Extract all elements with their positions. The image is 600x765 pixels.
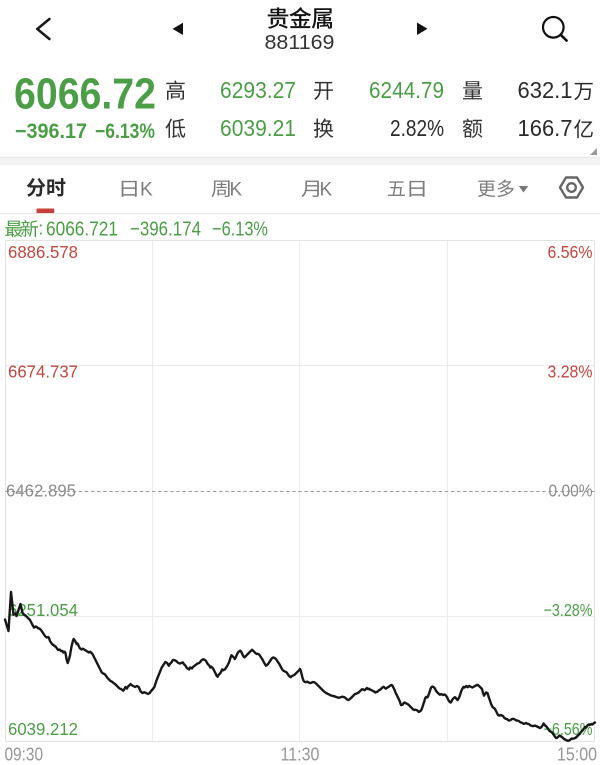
svg-text:K: K xyxy=(140,179,153,200)
svg-text:6039.21: 6039.21 xyxy=(220,115,296,141)
svg-text:11:30: 11:30 xyxy=(281,745,320,765)
svg-text::: : xyxy=(38,219,43,239)
svg-text:6066.72: 6066.72 xyxy=(14,70,156,119)
svg-text:3.28%: 3.28% xyxy=(548,362,593,382)
svg-text:09:30: 09:30 xyxy=(5,745,44,765)
svg-text:6039.212: 6039.212 xyxy=(8,719,78,739)
svg-text:881169: 881169 xyxy=(265,32,335,54)
svg-text:−6.56%: −6.56% xyxy=(544,719,593,739)
svg-text:−6.13%: −6.13% xyxy=(95,120,155,143)
svg-text:−396.17: −396.17 xyxy=(15,120,87,143)
svg-text:K: K xyxy=(320,179,333,200)
svg-text:6674.737: 6674.737 xyxy=(8,362,78,382)
svg-text:6.56%: 6.56% xyxy=(548,242,593,262)
svg-text:−6.13%: −6.13% xyxy=(212,219,268,241)
svg-text:15:00: 15:00 xyxy=(557,745,597,765)
svg-text:632.1: 632.1 xyxy=(518,77,573,103)
svg-text:6293.27: 6293.27 xyxy=(220,77,296,103)
svg-text:−396.174: −396.174 xyxy=(130,219,201,241)
svg-text:2.82%: 2.82% xyxy=(390,115,444,141)
svg-text:−3.28%: −3.28% xyxy=(544,600,593,620)
svg-text:0.00%: 0.00% xyxy=(549,481,593,501)
svg-text:166.7: 166.7 xyxy=(518,115,573,141)
svg-text:K: K xyxy=(230,179,243,200)
svg-text:6066.721: 6066.721 xyxy=(46,219,118,241)
svg-text:6886.578: 6886.578 xyxy=(8,242,78,262)
svg-text:6244.79: 6244.79 xyxy=(369,77,444,103)
svg-text:6462.895: 6462.895 xyxy=(6,481,76,501)
